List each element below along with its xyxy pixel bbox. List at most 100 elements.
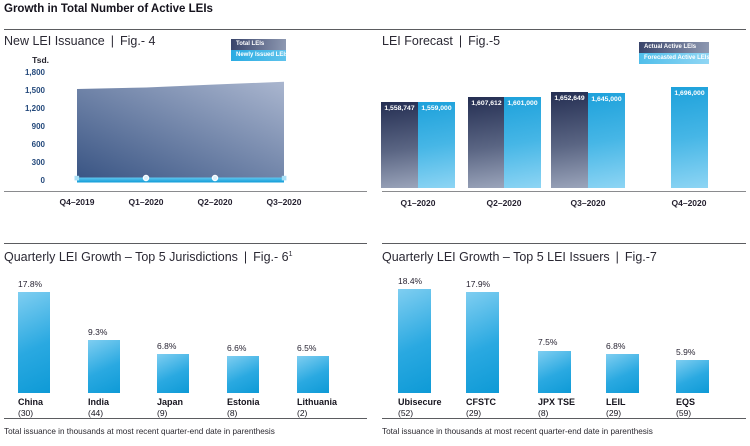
fig6-category-count: (9) [157,408,168,418]
fig5-legend: Actual Active LEIs Forecasted Active LEI… [639,42,709,64]
line-point-marker [211,174,219,182]
fig6-pct-label: 6.8% [157,341,177,352]
fig7-pct-label: 17.9% [466,278,491,289]
newly-issued-leis-line [77,177,284,183]
fig6-pct-label: 17.8% [18,279,43,290]
bar-value-label: 1,696,000 [674,90,705,97]
fig6-category-label: Lithuania [297,397,337,407]
china-bar [18,292,50,393]
issuance-area-chart [74,81,287,183]
fig6-footnote: Total issuance in thousands at most rece… [4,427,275,436]
bar-value-label: 1,645,000 [591,95,622,103]
forecast-bar-q3-2020: 1,645,000 [588,92,625,188]
leil-bar [606,354,639,393]
fig4-x-axis-label: Q4–2019 [59,197,95,207]
fig4-legend: Total LEIs Newly Issued LEIs [231,39,286,61]
legend-item-forecasted-active-leis: Forecasted Active LEIs [639,53,709,64]
forecast-bar-q2-2020: 1,601,000 [504,97,541,188]
header-separator: | [458,34,463,48]
actual-bar-q2-2020: 1,607,612 [468,96,505,188]
page-title: Growth in Total Number of Active LEIs [4,3,213,15]
fig7-category-count: (29) [606,408,622,418]
fig4-y-axis-tick: 300 [31,158,45,167]
eqs-bar [676,359,709,393]
header-separator: | [243,250,248,264]
bar-value-label: 1,558,747 [384,105,415,112]
fig4-y-axis-tick: 900 [31,122,45,131]
fig6-header: Quarterly LEI Growth – Top 5 Jurisdictio… [4,250,293,264]
ubisecure-bar [398,288,431,393]
fig6-category-label: China [18,397,44,407]
fig7-pct-label: 18.4% [398,275,423,286]
top-divider [4,29,746,30]
lithuania-bar [297,356,329,393]
legend-item-newly-issued-leis: Newly Issued LEIs [231,50,286,61]
fig4-y-axis-unit: Tsd. [32,55,49,65]
fig5-x-axis-label: Q2–2020 [486,198,522,208]
bar-value-label: 1,559,000 [421,104,452,112]
fig4-title: New LEI Issuance [4,34,105,48]
fig4-x-axis-label: Q3–2020 [266,197,302,207]
fig7-category-label: JPX TSE [538,397,576,407]
fig7-category-label: Ubisecure [398,397,442,407]
fig7-top-divider [382,243,746,244]
fig6-category-count: (30) [18,408,34,418]
fig6-category-count: (44) [88,408,104,418]
fig4-header: New LEI Issuance | Fig.- 4 [4,34,155,48]
india-bar [88,340,120,393]
fig6-top-divider [4,243,367,244]
legend-item-total-leis: Total LEIs [231,39,286,50]
fig7-figure-label: Fig.-7 [624,250,657,264]
fig6-pct-label: 6.6% [227,342,247,353]
fig7-bottom-divider [382,418,746,419]
fig7-category-label: CFSTC [466,397,496,407]
japan-bar [157,354,189,393]
fig4-y-axis-tick: 1,200 [24,104,45,113]
total-leis-area [77,81,284,178]
actual-bar-q3-2020: 1,652,649 [551,91,588,188]
fig7-footnote: Total issuance in thousands at most rece… [382,427,653,436]
fig5-x-axis-label: Q1–2020 [400,198,436,208]
fig5-title: LEI Forecast [382,34,453,48]
fig5-figure-label: Fig.-5 [468,34,501,48]
fig6-pct-label: 9.3% [88,327,108,338]
fig6-bottom-divider [4,418,367,419]
fig7-category-count: (59) [676,408,692,418]
fig7-category-count: (29) [466,408,482,418]
forecast-bar-q1-2020: 1,559,000 [418,101,455,188]
cfstc-bar [466,291,499,393]
fig6-footnote-marker: 1 [288,250,293,258]
fig7-category-count: (52) [398,408,414,418]
line-point-marker [142,174,150,182]
fig6-category-label: Estonia [227,397,260,407]
header-separator: | [110,34,114,48]
fig7-category-count: (8) [538,408,549,418]
fig4-baseline [4,191,367,192]
fig5-x-axis-label: Q3–2020 [570,198,606,208]
fig5-baseline [382,191,746,192]
fig5-x-axis-label: Q4–2020 [671,198,707,208]
fig7-pct-label: 7.5% [538,337,558,348]
header-separator: | [615,250,619,264]
fig4-figure-label: Fig.- 4 [120,34,156,48]
line-end-marker [281,175,287,181]
fig6-title: Quarterly LEI Growth – Top 5 Jurisdictio… [4,250,238,264]
bar-value-label: 1,601,000 [507,100,538,108]
fig6-pct-label: 6.5% [297,343,317,354]
fig7-header: Quarterly LEI Growth – Top 5 LEI Issuers… [382,250,657,264]
fig4-y-axis-tick: 600 [31,140,45,149]
fig6-category-count: (2) [297,408,308,418]
fig6-category-count: (8) [227,408,238,418]
actual-bar-q1-2020: 1,558,747 [381,102,418,188]
fig7-pct-label: 5.9% [676,346,696,357]
fig6-category-label: Japan [157,397,184,407]
fig4-y-axis-tick: 0 [40,176,45,185]
forecast-bar-q4-2020: 1,696,000 [671,87,708,188]
fig4-x-axis-label: Q2–2020 [197,197,233,207]
fig6-category-label: India [88,397,110,407]
fig6-figure-label: Fig.- 6 [253,250,289,264]
fig4-y-axis-tick: 1,500 [24,86,45,95]
fig7-category-label: LEIL [606,397,626,407]
jpx-tse-bar [538,350,571,393]
